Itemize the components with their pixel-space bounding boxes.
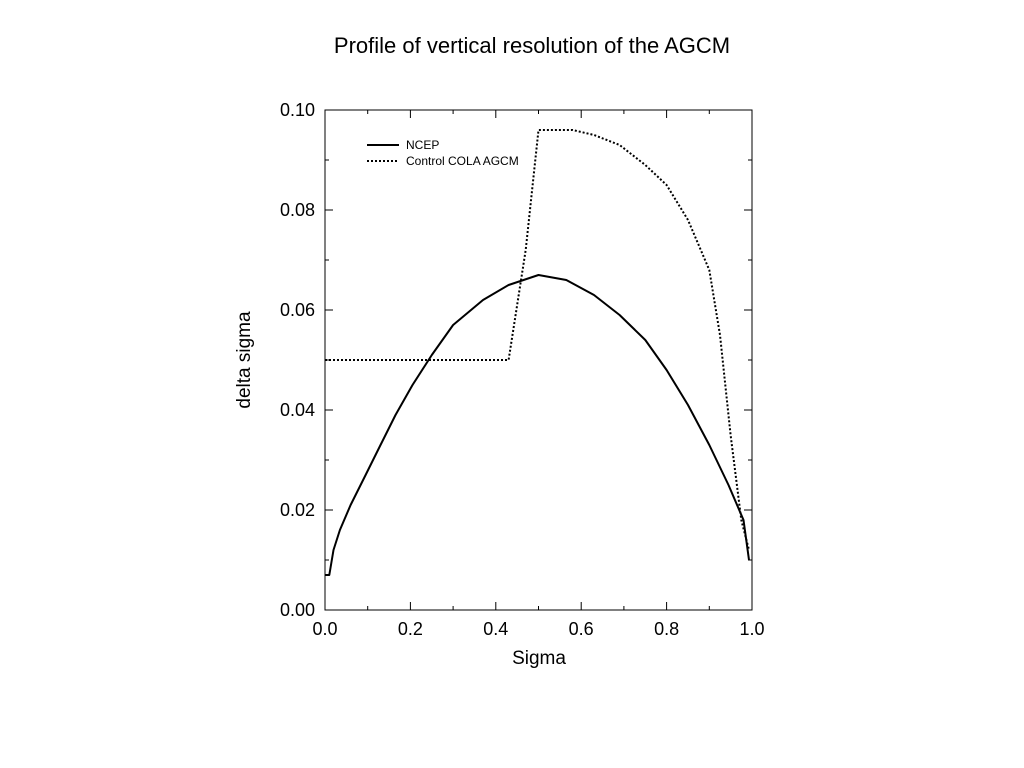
y-tick-label: 0.06 bbox=[280, 300, 315, 320]
legend: NCEP Control COLA AGCM bbox=[367, 138, 519, 168]
y-axis-label: delta sigma bbox=[234, 311, 255, 409]
x-axis-label: Sigma bbox=[512, 648, 566, 669]
y-tick-label: 0.08 bbox=[280, 200, 315, 220]
series-line-ncep bbox=[325, 274, 750, 576]
axis-ticks bbox=[324, 109, 753, 611]
legend-label-control-cola-agcm: Control COLA AGCM bbox=[406, 154, 519, 168]
y-tick-label: 0.00 bbox=[280, 600, 315, 620]
series-lines bbox=[325, 129, 750, 576]
legend-label-ncep: NCEP bbox=[406, 138, 439, 152]
x-tick-label: 0.8 bbox=[654, 619, 679, 639]
x-tick-label: 0.6 bbox=[569, 619, 594, 639]
y-tick-label: 0.04 bbox=[280, 400, 315, 420]
x-tick-label: 0.4 bbox=[483, 619, 508, 639]
x-tick-label: 0.0 bbox=[312, 619, 337, 639]
x-tick-label: 1.0 bbox=[739, 619, 764, 639]
y-tick-label: 0.10 bbox=[280, 100, 315, 120]
chart-title: Profile of vertical resolution of the AG… bbox=[333, 33, 731, 58]
y-tick-label: 0.02 bbox=[280, 500, 315, 520]
series-line-control-cola-agcm bbox=[325, 129, 750, 551]
x-tick-label: 0.2 bbox=[398, 619, 423, 639]
tick-labels: 0.0 0.2 0.4 0.6 0.8 1.0 0.00 0.02 0.04 0.06 0.08 0.… bbox=[280, 100, 765, 639]
